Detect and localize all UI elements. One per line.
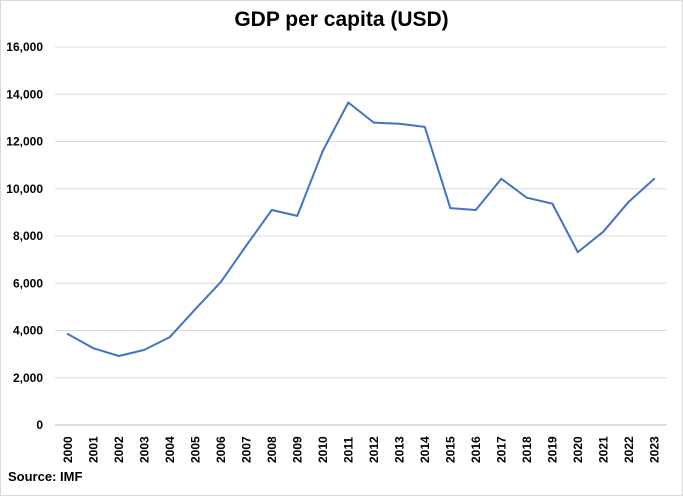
y-tick-label: 4,000 bbox=[13, 324, 43, 338]
x-tick-label: 2017 bbox=[494, 436, 508, 463]
data-point bbox=[474, 209, 477, 212]
x-tick-label: 2016 bbox=[469, 436, 483, 463]
data-point bbox=[653, 177, 656, 180]
data-point bbox=[92, 347, 95, 350]
y-tick-label: 6,000 bbox=[13, 276, 43, 290]
x-tick-label: 2019 bbox=[545, 436, 559, 463]
x-tick-label: 2022 bbox=[622, 436, 636, 463]
x-tick-label: 2008 bbox=[265, 436, 279, 463]
x-tick-label: 2021 bbox=[596, 436, 610, 463]
x-tick-label: 2023 bbox=[647, 436, 661, 463]
data-point bbox=[168, 336, 171, 339]
x-tick-label: 2006 bbox=[214, 436, 228, 463]
x-tick-label: 2012 bbox=[367, 436, 381, 463]
x-tick-label: 2007 bbox=[239, 436, 253, 463]
x-tick-label: 2003 bbox=[137, 436, 151, 463]
x-tick-label: 2014 bbox=[418, 436, 432, 463]
data-point bbox=[117, 355, 120, 358]
y-tick-label: 0 bbox=[36, 418, 43, 432]
data-point bbox=[449, 207, 452, 210]
x-tick-label: 2000 bbox=[61, 436, 75, 463]
x-tick-label: 2018 bbox=[520, 436, 534, 463]
data-point bbox=[347, 101, 350, 104]
x-tick-label: 2015 bbox=[443, 436, 457, 463]
y-tick-label: 8,000 bbox=[13, 229, 43, 243]
data-point bbox=[627, 200, 630, 203]
data-point bbox=[551, 202, 554, 205]
x-tick-label: 2005 bbox=[188, 436, 202, 463]
x-tick-label: 2002 bbox=[112, 436, 126, 463]
data-point bbox=[525, 196, 528, 199]
x-tick-label: 2020 bbox=[571, 436, 585, 463]
y-tick-label: 14,000 bbox=[6, 87, 43, 101]
x-tick-label: 2004 bbox=[163, 436, 177, 463]
y-tick-label: 10,000 bbox=[6, 182, 43, 196]
data-point bbox=[372, 121, 375, 124]
series-line bbox=[67, 101, 655, 357]
data-point bbox=[245, 244, 248, 247]
data-point bbox=[576, 251, 579, 254]
data-point bbox=[66, 333, 69, 336]
data-point bbox=[143, 348, 146, 351]
data-point bbox=[500, 177, 503, 180]
x-tick-label: 2009 bbox=[290, 436, 304, 463]
data-point bbox=[194, 308, 197, 311]
chart-title: GDP per capita (USD) bbox=[234, 8, 449, 31]
data-point bbox=[270, 209, 273, 212]
y-tick-label: 12,000 bbox=[6, 135, 43, 149]
data-point bbox=[602, 230, 605, 233]
y-tick-label: 16,000 bbox=[6, 40, 43, 54]
x-tick-label: 2011 bbox=[341, 437, 355, 463]
data-point bbox=[423, 125, 426, 128]
x-tick-label: 2010 bbox=[316, 436, 330, 463]
source-note: Source: IMF bbox=[8, 469, 83, 484]
data-point bbox=[296, 214, 299, 217]
x-tick-label: 2013 bbox=[392, 436, 406, 463]
data-point bbox=[321, 149, 324, 152]
y-tick-label: 2,000 bbox=[13, 371, 43, 385]
x-tick-label: 2001 bbox=[86, 436, 100, 463]
data-point bbox=[398, 122, 401, 125]
data-point bbox=[219, 281, 222, 284]
